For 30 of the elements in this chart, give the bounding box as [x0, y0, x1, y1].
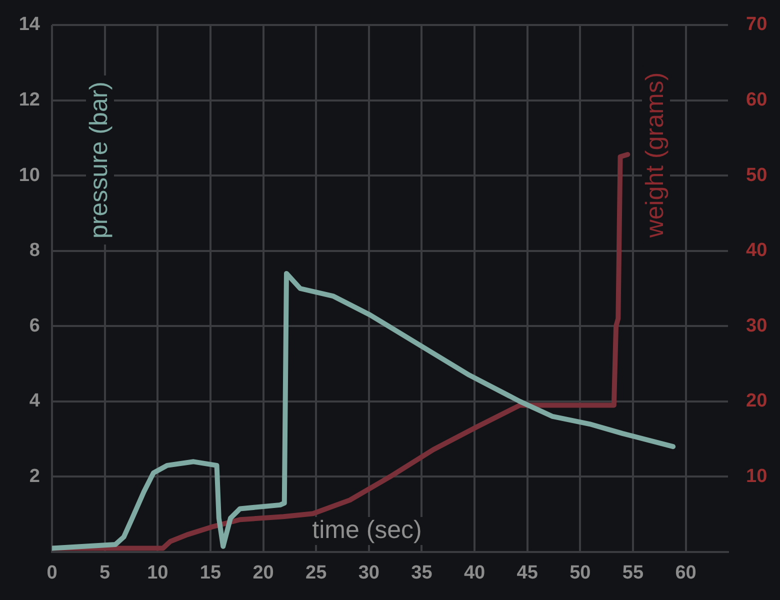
y-tick-label: 8: [29, 240, 40, 262]
y2-tick-label: 10: [746, 466, 768, 487]
y-tick-label: 4: [29, 390, 40, 412]
y2-tick-label: 40: [746, 240, 768, 262]
x-tick-label: 5: [100, 562, 111, 584]
y2-tick-label: 30: [746, 315, 768, 336]
x-tick-label: 20: [252, 562, 274, 584]
y-tick-label: 14: [18, 14, 40, 36]
y2-tick-label: 70: [746, 14, 768, 36]
x-tick-label: 30: [358, 562, 380, 584]
y2-tick-label: 20: [746, 390, 768, 412]
x-tick-label: 35: [411, 562, 433, 584]
y-tick-label: 10: [18, 164, 40, 186]
x-tick-label: 10: [147, 562, 168, 584]
y2-axis-title: weight (grams): [640, 72, 669, 239]
x-tick-label: 50: [570, 562, 591, 584]
y2-tick-label: 50: [746, 164, 768, 186]
x-tick-label: 15: [200, 562, 222, 584]
x-axis-title: time (sec): [312, 516, 422, 544]
x-tick-label: 55: [622, 562, 644, 584]
y-axis-title: pressure (bar): [84, 82, 113, 238]
x-tick-label: 45: [516, 562, 538, 584]
x-tick-label: 40: [464, 562, 486, 584]
y-tick-label: 2: [29, 466, 40, 487]
x-tick-label: 0: [46, 562, 58, 584]
x-tick-label: 60: [675, 562, 696, 584]
y2-tick-label: 60: [746, 90, 768, 111]
y-tick-label: 6: [29, 315, 40, 336]
y-tick-label: 12: [18, 90, 40, 111]
x-tick-label: 25: [305, 562, 328, 584]
